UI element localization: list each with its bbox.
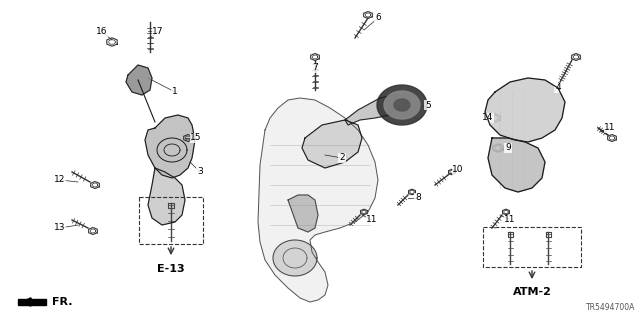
Text: 8: 8 (415, 194, 421, 203)
Polygon shape (302, 120, 362, 168)
Text: 1: 1 (172, 87, 178, 97)
Text: 17: 17 (152, 28, 164, 36)
Polygon shape (273, 240, 317, 276)
Text: 11: 11 (604, 124, 616, 132)
Text: 12: 12 (54, 175, 66, 185)
Text: E-13: E-13 (157, 264, 185, 274)
Polygon shape (488, 138, 545, 192)
Text: 2: 2 (339, 154, 345, 163)
Text: 7: 7 (312, 63, 318, 73)
Text: 11: 11 (504, 215, 516, 225)
Text: 11: 11 (366, 215, 378, 225)
Polygon shape (258, 98, 378, 302)
Text: 14: 14 (483, 114, 493, 123)
Text: 10: 10 (452, 165, 464, 174)
Text: 3: 3 (197, 167, 203, 177)
Polygon shape (148, 168, 185, 225)
Text: 16: 16 (96, 28, 108, 36)
Text: 4: 4 (555, 84, 561, 92)
Polygon shape (126, 65, 152, 95)
Text: 6: 6 (375, 13, 381, 22)
Text: 15: 15 (190, 133, 202, 142)
Polygon shape (384, 91, 420, 119)
Polygon shape (394, 99, 410, 111)
Polygon shape (377, 85, 427, 125)
Text: 13: 13 (54, 223, 66, 233)
Polygon shape (345, 95, 398, 125)
Text: 9: 9 (505, 143, 511, 153)
Text: TR5494700A: TR5494700A (586, 303, 635, 312)
Text: ATM-2: ATM-2 (513, 287, 552, 297)
Polygon shape (18, 299, 46, 305)
Text: 5: 5 (425, 100, 431, 109)
Polygon shape (145, 115, 195, 178)
Polygon shape (485, 78, 565, 142)
Polygon shape (288, 195, 318, 232)
Text: FR.: FR. (52, 297, 72, 307)
